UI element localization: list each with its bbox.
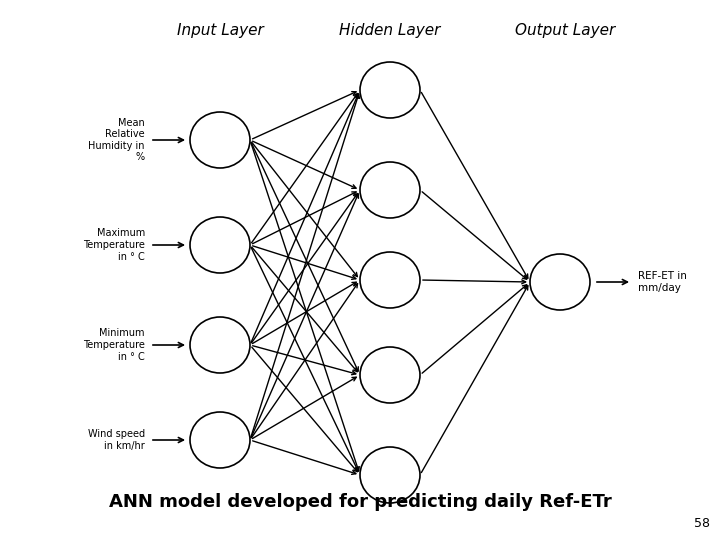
- Text: Hidden Layer: Hidden Layer: [339, 23, 441, 37]
- Ellipse shape: [360, 162, 420, 218]
- Text: Mean
Relative
Humidity in
%: Mean Relative Humidity in %: [89, 118, 145, 163]
- Ellipse shape: [190, 112, 250, 168]
- Ellipse shape: [360, 252, 420, 308]
- Text: Wind speed
in km/hr: Wind speed in km/hr: [88, 429, 145, 451]
- Text: Output Layer: Output Layer: [515, 23, 615, 37]
- Ellipse shape: [360, 447, 420, 503]
- Ellipse shape: [360, 347, 420, 403]
- Text: Maximum
Temperature
in ° C: Maximum Temperature in ° C: [83, 228, 145, 261]
- Ellipse shape: [190, 317, 250, 373]
- Text: Input Layer: Input Layer: [176, 23, 264, 37]
- Text: ANN model developed for predicting daily Ref-ETr: ANN model developed for predicting daily…: [109, 493, 611, 511]
- Text: REF-ET in
mm/day: REF-ET in mm/day: [638, 271, 687, 293]
- Text: 58: 58: [694, 517, 710, 530]
- Text: Minimum
Temperature
in ° C: Minimum Temperature in ° C: [83, 328, 145, 362]
- Ellipse shape: [360, 62, 420, 118]
- Ellipse shape: [530, 254, 590, 310]
- Ellipse shape: [190, 412, 250, 468]
- Ellipse shape: [190, 217, 250, 273]
